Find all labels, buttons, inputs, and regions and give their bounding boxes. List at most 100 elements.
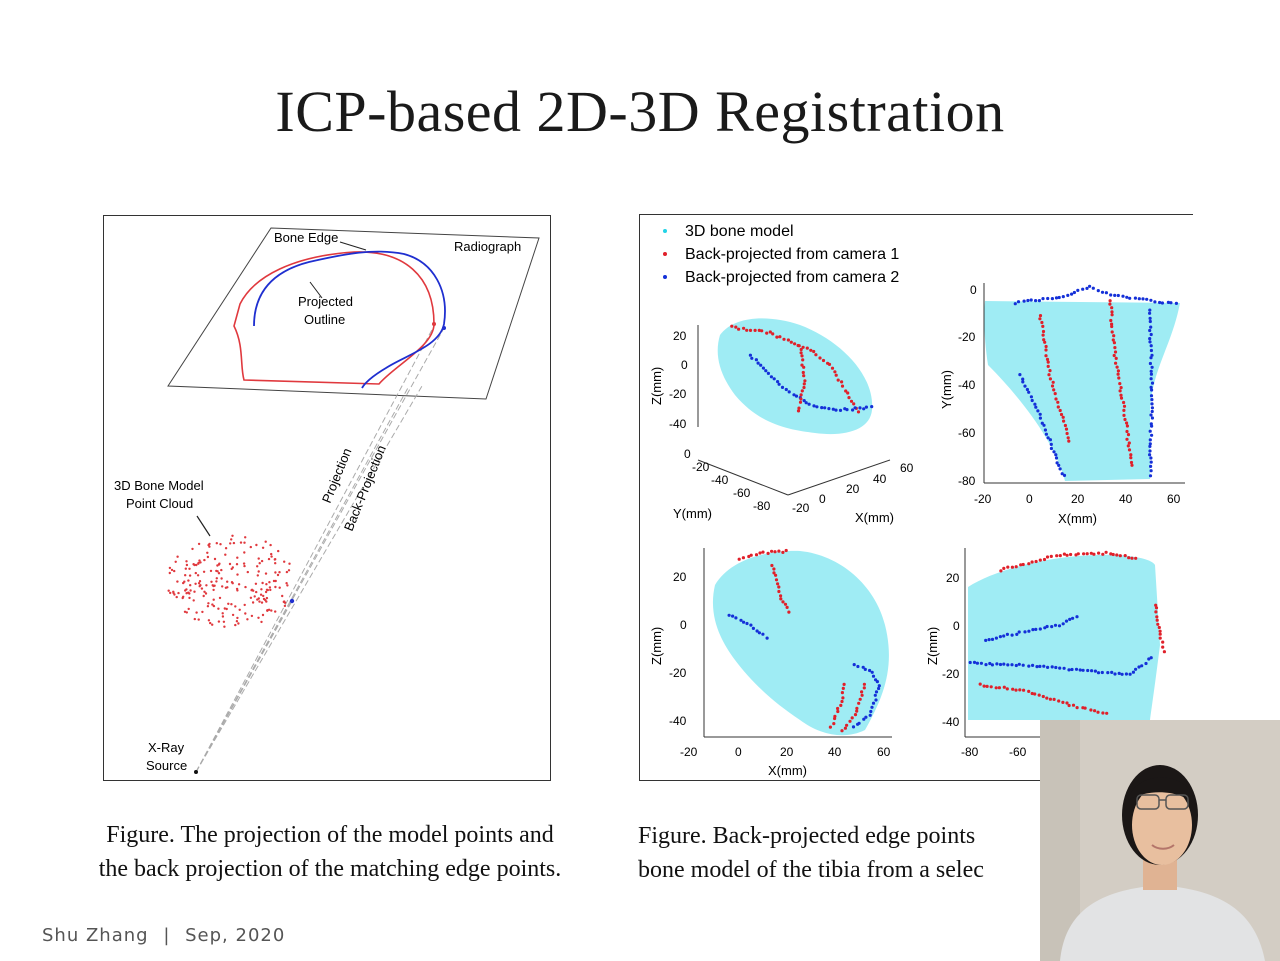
cam1-point [834, 373, 838, 377]
cam2-point [754, 358, 758, 362]
cam2-point [1013, 302, 1017, 306]
cam1-point [857, 701, 861, 705]
cam2-point [1021, 377, 1025, 381]
cam1-point [1092, 552, 1096, 556]
cam2-point [1150, 409, 1154, 414]
point-cloud-dot [269, 543, 272, 547]
point-cloud-dot [184, 567, 187, 570]
cam1-point [1011, 687, 1015, 691]
left-caption-line2: the back projection of the matching edge… [98, 856, 562, 882]
cam1-point [777, 585, 781, 589]
point-cloud-dot [260, 588, 263, 591]
cam2-point [1057, 463, 1061, 467]
cam1-point [1045, 555, 1050, 559]
cam1-point [1109, 552, 1113, 556]
point-cloud-dot [168, 566, 172, 570]
pxy-ylabel: Y(mm) [939, 370, 954, 409]
cam2-point [870, 705, 874, 709]
left-caption: Figure. The projection of the model poin… [50, 818, 610, 886]
cam2-point [1057, 624, 1062, 628]
cam1-point [1112, 353, 1116, 358]
cam2-point [1061, 622, 1065, 626]
cam1-point [1130, 463, 1134, 467]
cam1-point [1021, 562, 1025, 567]
pxy-xtick-5: 60 [1167, 492, 1181, 506]
point-cloud-dot [173, 593, 176, 596]
cam1-point [985, 684, 989, 688]
cam2-point [988, 661, 992, 666]
cam2-point [1035, 665, 1039, 669]
cam2-point [1148, 453, 1152, 457]
cam1-point [1156, 622, 1160, 626]
cam1-point [1130, 556, 1134, 560]
cam1-point [749, 553, 753, 557]
cam2-point [863, 667, 867, 671]
legend-marker-model [663, 229, 667, 233]
point-cloud-dot [199, 561, 202, 564]
panel-3d: 20 0 -20 -40 Z(mm) 0 -20 -40 -60 -80 Y(m… [649, 318, 914, 525]
cam1-point [799, 351, 803, 355]
cam2-point [1149, 656, 1153, 660]
cam2-point [862, 407, 866, 411]
cam1-point [1111, 552, 1115, 557]
cam1-point [1122, 404, 1127, 408]
cam1-point [772, 567, 776, 571]
cam1-point [809, 348, 813, 352]
point-cloud-dot [217, 620, 221, 623]
cam1-point [830, 366, 835, 370]
cam1-point [783, 602, 788, 606]
cam2-point [1145, 297, 1149, 301]
point-cloud-dot [212, 604, 216, 608]
point-cloud-dot [185, 588, 188, 591]
panel-xz-bone-mesh [712, 550, 889, 736]
cam2-point [1150, 365, 1154, 369]
cam2-point [1149, 369, 1153, 373]
registration-plots: 3D bone model Back-projected from camera… [639, 214, 1193, 781]
point-cloud-dot [189, 589, 192, 592]
cam2-point [1150, 424, 1154, 428]
point-cloud-dot [231, 534, 234, 537]
cam1-point [818, 356, 822, 360]
cam1-point [1063, 423, 1067, 428]
point-cloud-dot [175, 595, 178, 599]
cam2-point [1030, 398, 1034, 403]
p3d-ylabel: Y(mm) [673, 506, 712, 521]
cam1-point [784, 548, 788, 553]
cam1-point [748, 328, 753, 332]
point-cloud-dot [265, 583, 268, 586]
cam1-point [1043, 340, 1047, 344]
cam2-point [1010, 633, 1014, 637]
cam2-point [1160, 301, 1164, 305]
legend-item-cam1: Back-projected from camera 1 [685, 246, 899, 263]
cam2-point [1002, 662, 1006, 666]
cam2-point [756, 361, 760, 365]
cam2-point [1038, 627, 1042, 631]
cam1-point [860, 690, 864, 694]
cam2-point [757, 631, 761, 635]
cam2-point [838, 408, 843, 412]
pyz-xtick-1: -80 [961, 745, 979, 759]
cam1-point [1027, 689, 1031, 693]
point-cloud-dot [260, 559, 264, 563]
point-cloud-dot [258, 600, 261, 603]
cam1-point [1014, 688, 1018, 692]
p3d-ytick-5: -80 [753, 499, 771, 513]
point-cloud-dot [176, 555, 179, 558]
cam1-point [1041, 324, 1045, 328]
cam2-point [1041, 297, 1045, 301]
point-cloud-dot [197, 618, 200, 621]
cam2-point [1055, 461, 1059, 465]
cam2-point [1113, 293, 1117, 297]
cam2-point [1150, 388, 1154, 392]
legend-marker-cam1 [663, 252, 667, 256]
cam1-point [1157, 625, 1161, 630]
cam2-point [858, 406, 862, 410]
cam2-point [1054, 456, 1059, 460]
cam1-point [812, 349, 816, 354]
panel-xz: 20 0 -20 -40 Z(mm) -20 0 20 40 60 X(mm) [649, 548, 892, 778]
cam2-point [1148, 442, 1152, 446]
cam2-point [1148, 311, 1152, 315]
cam1-point [836, 706, 840, 711]
point-cloud-dot [187, 579, 190, 582]
point-cloud-dot [250, 588, 254, 591]
